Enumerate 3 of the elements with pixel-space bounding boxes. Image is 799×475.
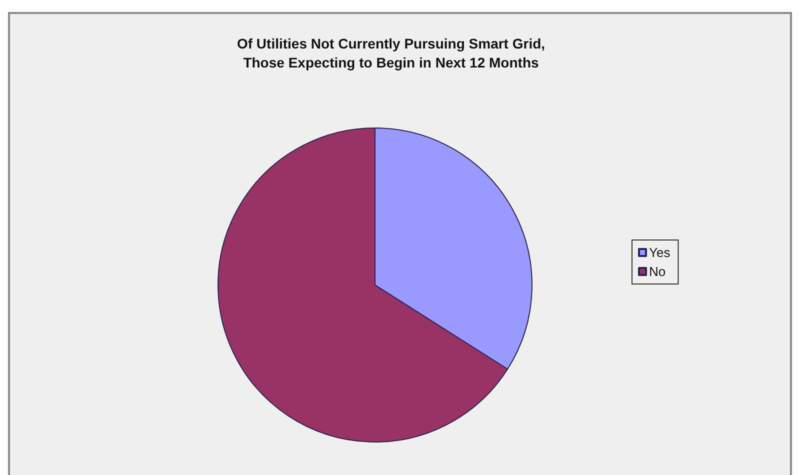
legend-label: No — [649, 264, 666, 279]
legend-label: Yes — [649, 245, 671, 260]
chart-title: Of Utilities Not Currently Pursuing Smart Grid, Those Expecting to Begin in Next 12 Months — [236, 36, 546, 70]
